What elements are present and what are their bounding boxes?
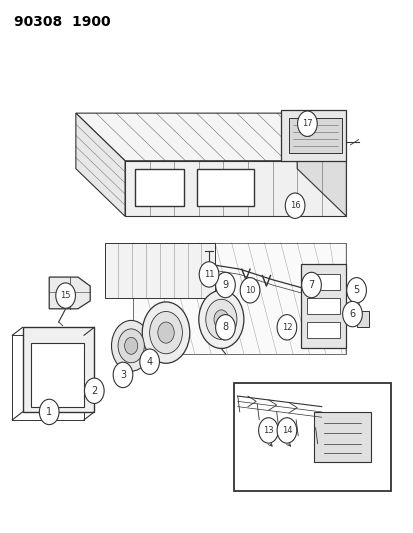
Polygon shape bbox=[297, 113, 346, 216]
Circle shape bbox=[113, 362, 133, 387]
Text: 4: 4 bbox=[146, 357, 152, 367]
Circle shape bbox=[285, 193, 304, 219]
Text: 15: 15 bbox=[60, 291, 71, 300]
Polygon shape bbox=[104, 243, 215, 298]
Circle shape bbox=[276, 418, 296, 443]
Circle shape bbox=[215, 272, 235, 298]
Circle shape bbox=[149, 311, 182, 354]
Text: 9: 9 bbox=[222, 280, 228, 290]
Circle shape bbox=[342, 301, 361, 327]
Text: 11: 11 bbox=[203, 270, 214, 279]
Text: 17: 17 bbox=[301, 119, 312, 128]
Text: 1: 1 bbox=[46, 407, 52, 417]
Circle shape bbox=[215, 314, 235, 340]
Polygon shape bbox=[280, 110, 346, 161]
Text: 12: 12 bbox=[281, 323, 292, 332]
Text: 7: 7 bbox=[308, 280, 314, 290]
Circle shape bbox=[199, 262, 218, 287]
Polygon shape bbox=[76, 113, 125, 216]
Text: 8: 8 bbox=[222, 322, 228, 332]
Polygon shape bbox=[233, 383, 390, 491]
Circle shape bbox=[198, 290, 243, 349]
Polygon shape bbox=[196, 168, 254, 206]
Polygon shape bbox=[76, 113, 346, 161]
Circle shape bbox=[142, 302, 189, 364]
Polygon shape bbox=[307, 298, 339, 314]
Polygon shape bbox=[23, 327, 94, 412]
Text: 3: 3 bbox=[120, 370, 126, 380]
Circle shape bbox=[84, 378, 104, 403]
Polygon shape bbox=[133, 243, 346, 354]
Circle shape bbox=[346, 278, 366, 303]
Circle shape bbox=[297, 111, 316, 136]
Circle shape bbox=[301, 272, 320, 298]
Text: 10: 10 bbox=[244, 286, 255, 295]
Text: 90308  1900: 90308 1900 bbox=[14, 15, 111, 29]
Circle shape bbox=[39, 399, 59, 425]
Text: 14: 14 bbox=[281, 426, 292, 435]
Circle shape bbox=[140, 349, 159, 374]
Polygon shape bbox=[288, 118, 342, 153]
Text: 5: 5 bbox=[353, 285, 359, 295]
Circle shape bbox=[240, 278, 259, 303]
Polygon shape bbox=[313, 412, 370, 462]
Polygon shape bbox=[307, 322, 339, 338]
Polygon shape bbox=[31, 343, 84, 407]
Polygon shape bbox=[135, 168, 184, 206]
Circle shape bbox=[124, 337, 138, 354]
Text: 2: 2 bbox=[91, 386, 97, 396]
Circle shape bbox=[118, 329, 144, 363]
Text: 6: 6 bbox=[349, 309, 355, 319]
Polygon shape bbox=[356, 311, 368, 327]
Circle shape bbox=[258, 418, 278, 443]
Polygon shape bbox=[125, 161, 346, 216]
Polygon shape bbox=[49, 277, 90, 309]
Polygon shape bbox=[301, 264, 346, 349]
Text: 16: 16 bbox=[289, 201, 300, 210]
Polygon shape bbox=[307, 274, 339, 290]
Circle shape bbox=[157, 322, 174, 343]
Circle shape bbox=[205, 300, 236, 340]
Circle shape bbox=[111, 320, 150, 371]
Circle shape bbox=[56, 283, 75, 308]
Circle shape bbox=[214, 310, 228, 329]
Text: 13: 13 bbox=[263, 426, 273, 435]
Circle shape bbox=[276, 314, 296, 340]
